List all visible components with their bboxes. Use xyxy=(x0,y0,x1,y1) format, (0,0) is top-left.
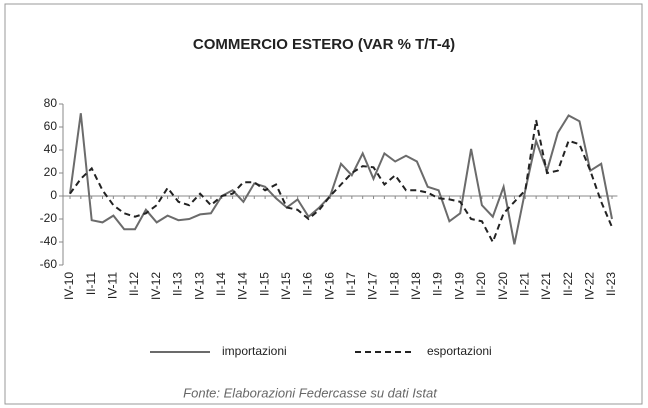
x-tick-label: II-11 xyxy=(84,272,98,295)
x-tick-label: IV-10 xyxy=(62,272,76,300)
x-tick-label: II-21 xyxy=(517,272,531,296)
y-tick-label: 60 xyxy=(44,119,58,133)
y-tick-label: 20 xyxy=(44,165,58,179)
x-tick-label: IV-15 xyxy=(279,272,293,300)
legend-label: esportazioni xyxy=(427,344,492,358)
legend-label: importazioni xyxy=(222,344,287,358)
x-tick-label: II-17 xyxy=(344,272,358,296)
x-tick-label: II-16 xyxy=(301,272,315,296)
y-tick-label: -20 xyxy=(40,211,58,225)
source: Fonte: Elaborazioni Federcasse su dati I… xyxy=(183,385,438,400)
x-tick-label: II-22 xyxy=(561,272,575,296)
x-tick-label: IV-11 xyxy=(106,272,120,299)
x-tick-label: IV-18 xyxy=(409,272,423,300)
x-tick-label: IV-22 xyxy=(582,272,596,300)
x-tick-label: IV-20 xyxy=(496,272,510,300)
x-tick-label: IV-17 xyxy=(366,272,380,300)
x-tick-label: IV-21 xyxy=(539,272,553,300)
chart-title: COMMERCIO ESTERO (VAR % T/T-4) xyxy=(193,36,455,53)
x-tick-label: II-12 xyxy=(127,272,141,296)
x-tick-label: II-18 xyxy=(387,272,401,296)
x-tick-label: IV-13 xyxy=(192,272,206,300)
x-tick-label: II-15 xyxy=(257,272,271,296)
y-tick-label: 0 xyxy=(50,188,57,202)
x-tick-label: IV-16 xyxy=(322,272,336,300)
x-tick-label: IV-14 xyxy=(236,272,250,300)
x-tick-label: II-20 xyxy=(474,272,488,296)
y-tick-label: -40 xyxy=(40,234,58,248)
series-line xyxy=(69,119,613,245)
x-tick-label: II-23 xyxy=(604,272,618,296)
x-tick-label: IV-19 xyxy=(452,272,466,300)
y-tick-label: 80 xyxy=(44,96,58,110)
series-line xyxy=(69,113,613,245)
y-tick-label: -60 xyxy=(40,257,58,271)
x-tick-label: II-13 xyxy=(171,272,185,296)
x-tick-label: II-14 xyxy=(214,272,228,296)
x-tick-label: IV-12 xyxy=(149,272,163,300)
y-tick-label: 40 xyxy=(44,142,58,156)
x-tick-label: II-19 xyxy=(431,272,445,296)
